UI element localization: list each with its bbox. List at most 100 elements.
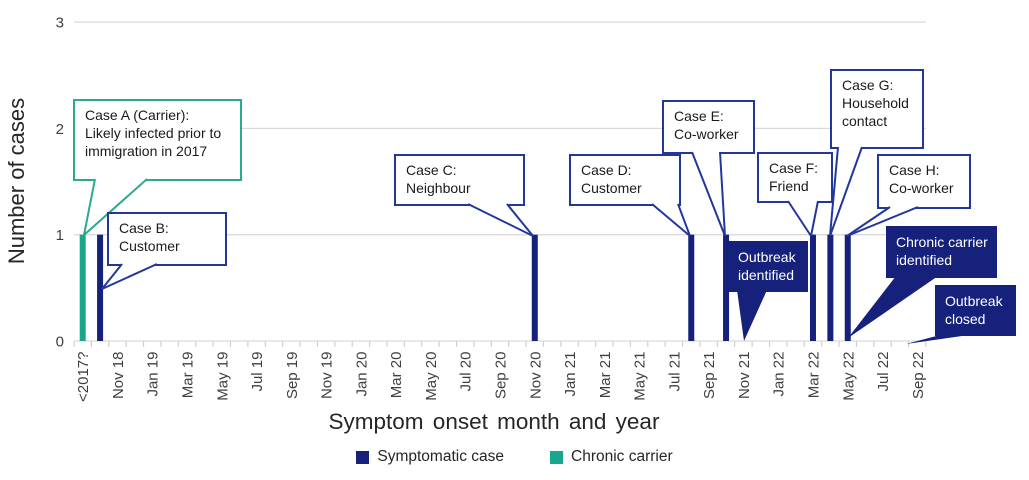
callout-case-a: Case A (Carrier): Likely infected prior t… bbox=[73, 99, 242, 236]
callout-case-b: Case B: Customer bbox=[101, 212, 227, 290]
callout-tail-edge bbox=[651, 203, 691, 237]
callout-tail-edge bbox=[846, 206, 919, 237]
x-tick-label: Jul 22 bbox=[875, 352, 892, 392]
callout-text-line: contact bbox=[842, 113, 887, 129]
callout-text-line: Household bbox=[842, 95, 909, 111]
x-tick-label: Nov 20 bbox=[527, 352, 544, 400]
y-tick-label: 0 bbox=[56, 334, 64, 351]
callout-tail bbox=[737, 290, 767, 341]
callout-tail-edge bbox=[83, 178, 96, 236]
callout-text-line: identified bbox=[738, 267, 794, 283]
bar-case-a bbox=[79, 234, 86, 341]
y-tick-label: 1 bbox=[56, 227, 64, 244]
x-tick-label: May 19 bbox=[214, 352, 231, 401]
callout-box bbox=[662, 100, 755, 154]
x-tick-label: Jan 21 bbox=[562, 352, 579, 397]
bar-case-c bbox=[531, 234, 538, 341]
callout-chronic-carrier-identified: Chronic carrier identified bbox=[848, 226, 997, 338]
callout-text-line: Case A (Carrier): bbox=[85, 107, 189, 123]
callout-case-g: Case G: Household contact bbox=[829, 69, 924, 237]
legend-item-chronic: Chronic carrier bbox=[550, 448, 673, 466]
y-axis-title: Number of cases bbox=[4, 98, 29, 264]
callout-box bbox=[877, 154, 971, 209]
callout-annotations: Case A (Carrier): Likely infected prior t… bbox=[73, 69, 1016, 344]
symptomatic-case-swatch bbox=[356, 450, 370, 464]
x-tick-label: May 20 bbox=[423, 352, 440, 401]
x-tick-label: Sep 21 bbox=[701, 352, 718, 400]
callout-outbreak-closed: Outbreak closed bbox=[906, 285, 1016, 344]
callout-case-e: Case E: Co-worker bbox=[662, 100, 755, 237]
callout-tail bbox=[848, 276, 938, 338]
x-tick-label: Nov 21 bbox=[736, 352, 753, 400]
x-tick-label: Jan 19 bbox=[145, 352, 162, 397]
callout-case-f: Case F: Friend bbox=[757, 152, 833, 237]
callout-text-line: Friend bbox=[769, 178, 809, 194]
bar-case-f bbox=[809, 234, 816, 341]
callout-case-h: Case H: Co-worker bbox=[846, 154, 971, 237]
x-tick-label: Mar 19 bbox=[180, 352, 197, 399]
chronic-carrier-swatch bbox=[550, 450, 563, 464]
callout-box bbox=[394, 154, 525, 206]
callout-tail bbox=[788, 200, 818, 236]
x-tick-label: <2017? bbox=[75, 352, 92, 402]
callout-text-line: Case G: bbox=[842, 77, 893, 93]
x-tick-label: Jul 20 bbox=[458, 352, 475, 392]
callout-box bbox=[73, 99, 242, 181]
callout-box bbox=[886, 226, 997, 278]
callout-text-line: Customer bbox=[581, 180, 642, 196]
callout-tail bbox=[906, 334, 976, 344]
callout-text-line: Case B: bbox=[119, 220, 169, 236]
callout-text-line: Neighbour bbox=[406, 180, 471, 196]
callout-tail-edge bbox=[467, 203, 534, 237]
callout-tail-edge bbox=[83, 178, 148, 236]
callout-tail-edge bbox=[810, 200, 819, 237]
y-tick-label: 3 bbox=[56, 15, 64, 32]
x-tick-label: Sep 20 bbox=[493, 352, 510, 400]
callout-tail-edge bbox=[787, 200, 812, 237]
callout-text-line: Case D: bbox=[581, 162, 632, 178]
callout-case-c: Case C: Neighbour bbox=[394, 154, 534, 237]
legend-label: Symptomatic case bbox=[377, 448, 504, 465]
x-tick-label: May 22 bbox=[840, 352, 857, 401]
x-tick-label: Mar 21 bbox=[597, 352, 614, 399]
x-tick-label: Jan 22 bbox=[771, 352, 788, 397]
callout-text-line: Case C: bbox=[406, 162, 457, 178]
case-bars bbox=[79, 234, 851, 341]
legend-item-symptomatic: Symptomatic case bbox=[356, 448, 504, 466]
callout-tail-edge bbox=[719, 151, 726, 237]
callout-tail-edge bbox=[101, 263, 123, 290]
callout-text-line: closed bbox=[945, 311, 985, 327]
callout-box bbox=[107, 212, 227, 266]
callout-tail-edge bbox=[829, 146, 863, 237]
callout-box bbox=[757, 152, 833, 203]
callout-tail-edge bbox=[691, 151, 726, 237]
callout-box bbox=[935, 285, 1016, 336]
bar-case-b bbox=[97, 234, 104, 341]
callout-text-line: Case H: bbox=[889, 162, 940, 178]
callout-outbreak-identified: Outbreak identified bbox=[728, 241, 808, 341]
bar-case-d bbox=[688, 234, 695, 341]
callout-tail-edge bbox=[846, 206, 891, 237]
callout-case-d: Case D: Customer bbox=[569, 154, 691, 237]
x-tick-label: Sep 19 bbox=[284, 352, 301, 400]
callout-text-line: Case F: bbox=[769, 160, 818, 176]
callout-text-line: immigration in 2017 bbox=[85, 143, 207, 159]
x-axis-tick-labels: <2017? Nov 18 Jan 19 Mar 19 May 19 Jul 19 Sep … bbox=[75, 352, 927, 402]
x-tick-label: Jan 20 bbox=[353, 352, 370, 397]
callout-text-line: Likely infected prior to bbox=[85, 125, 221, 141]
x-tick-label: Mar 22 bbox=[805, 352, 822, 399]
callout-text-line: identified bbox=[896, 252, 952, 268]
callout-text-line: Co-worker bbox=[674, 126, 739, 142]
callout-text-line: Outbreak bbox=[945, 293, 1004, 309]
x-tick-label: Jul 21 bbox=[666, 352, 683, 392]
x-tick-label: May 21 bbox=[632, 352, 649, 401]
bar-case-g bbox=[827, 234, 834, 341]
bar-case-h bbox=[844, 234, 851, 341]
y-axis-tick-labels: 0 1 2 3 bbox=[56, 15, 64, 351]
callout-tail-edge bbox=[677, 203, 691, 237]
x-axis-title: Symptom onset month and year bbox=[329, 409, 660, 434]
callout-text-line: Chronic carrier bbox=[896, 234, 988, 250]
bar-case-e bbox=[723, 234, 730, 341]
